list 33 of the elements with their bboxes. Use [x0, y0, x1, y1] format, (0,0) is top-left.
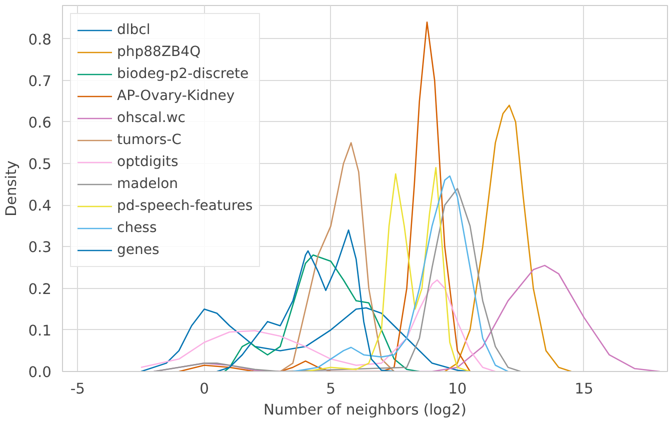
x-tick-label: 5	[326, 380, 336, 398]
legend-label: php88ZB4Q	[117, 44, 201, 60]
x-axis-title: Number of neighbors (log2)	[264, 402, 466, 418]
y-tick-label: 0.3	[28, 239, 52, 256]
legend-label: pd-speech-features	[117, 198, 253, 214]
x-tick-label: 15	[574, 380, 594, 398]
x-tick-label: 0	[200, 380, 209, 398]
legend-label: chess	[117, 220, 157, 236]
legend-label: tumors-C	[117, 132, 182, 148]
line-series	[280, 142, 395, 372]
y-tick-label: 0.2	[28, 280, 52, 298]
line-series	[224, 254, 420, 372]
line-series	[444, 104, 572, 372]
y-axis-title: Density	[3, 160, 20, 216]
x-tick-label: -5	[70, 380, 86, 398]
y-tick-label: 0.7	[28, 72, 52, 90]
y-tick-label: 0.4	[28, 198, 52, 215]
legend-label: AP-Ovary-Kidney	[117, 88, 235, 104]
x-tick-label: 10	[448, 380, 467, 398]
line-series	[304, 167, 471, 372]
y-tick-label: 0.1	[28, 322, 52, 340]
legend-label: biodeg-p2-discrete	[117, 66, 249, 82]
line-series	[292, 175, 509, 372]
y-tick-label: 0.6	[28, 114, 52, 132]
y-tick-label: 0.8	[28, 31, 52, 48]
legend-label: dlbcl	[117, 22, 150, 38]
legend-label: optdigits	[117, 154, 178, 170]
y-tick-label: 0.5	[28, 156, 52, 174]
legend-label: genes	[117, 242, 160, 258]
legend-label: ohscal.wc	[117, 110, 186, 126]
line-series	[140, 279, 496, 372]
y-tick-label: 0.0	[28, 364, 52, 381]
legend-label: madelon	[117, 176, 178, 192]
